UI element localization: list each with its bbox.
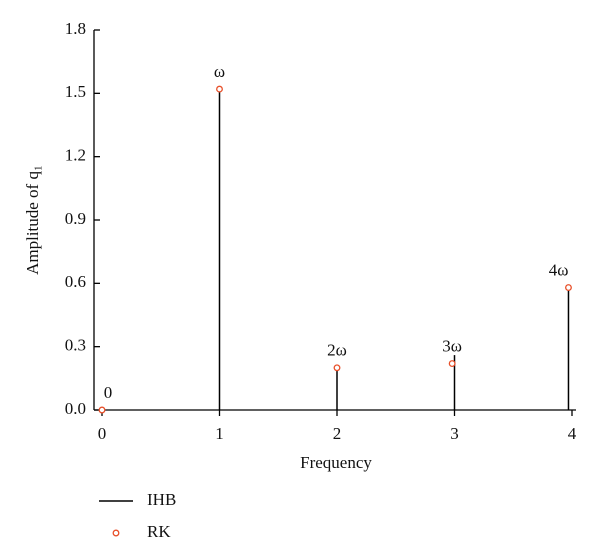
point <box>98 406 106 414</box>
y-tick-label: 1.8 <box>65 19 86 38</box>
legend-label: IHB <box>147 490 176 509</box>
annotation: 0 <box>104 383 113 402</box>
point <box>216 85 223 93</box>
annotation: 4ω <box>549 260 569 279</box>
x-tick-label: 0 <box>98 424 107 443</box>
y-tick-label: 1.5 <box>65 82 86 101</box>
x-tick-label: 3 <box>450 424 459 443</box>
point <box>448 360 456 368</box>
y-tick-label: 0.9 <box>65 209 86 228</box>
legend-label: RK <box>147 522 171 541</box>
x-tick-label: 4 <box>568 424 577 443</box>
y-tick-label: 0.6 <box>65 272 86 291</box>
x-tick-label: 1 <box>215 424 224 443</box>
annotation: 2ω <box>327 341 347 360</box>
y-tick-label: 0.0 <box>65 399 86 418</box>
point <box>565 284 572 292</box>
x-tick-label: 2 <box>333 424 342 443</box>
y-axis-label: Amplitude of q₁ <box>23 165 42 275</box>
y-tick-label: 1.2 <box>65 146 86 165</box>
annotation: ω <box>214 62 225 81</box>
x-axis-label: Frequency <box>300 453 372 472</box>
y-tick-label: 0.3 <box>65 336 86 355</box>
point <box>333 364 341 372</box>
annotation: 3ω <box>442 336 462 355</box>
legend-marker <box>112 529 120 537</box>
